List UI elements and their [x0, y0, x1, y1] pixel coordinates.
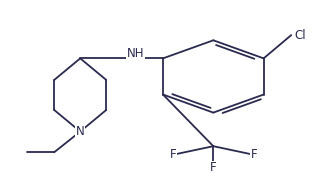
Text: F: F — [210, 161, 217, 174]
Text: F: F — [170, 148, 176, 161]
Text: Cl: Cl — [294, 29, 306, 42]
Text: NH: NH — [127, 47, 144, 60]
Text: F: F — [251, 148, 257, 161]
Text: N: N — [76, 125, 85, 138]
